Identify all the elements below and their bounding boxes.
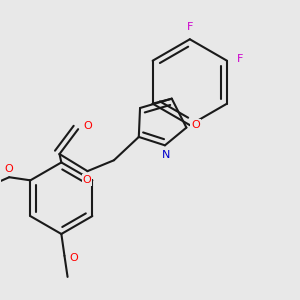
- Text: O: O: [83, 121, 92, 131]
- Text: O: O: [5, 164, 14, 173]
- Text: F: F: [237, 54, 243, 64]
- Text: O: O: [69, 253, 78, 263]
- Text: N: N: [162, 150, 171, 160]
- Text: F: F: [187, 22, 194, 32]
- Text: O: O: [191, 120, 200, 130]
- Text: O: O: [82, 175, 91, 185]
